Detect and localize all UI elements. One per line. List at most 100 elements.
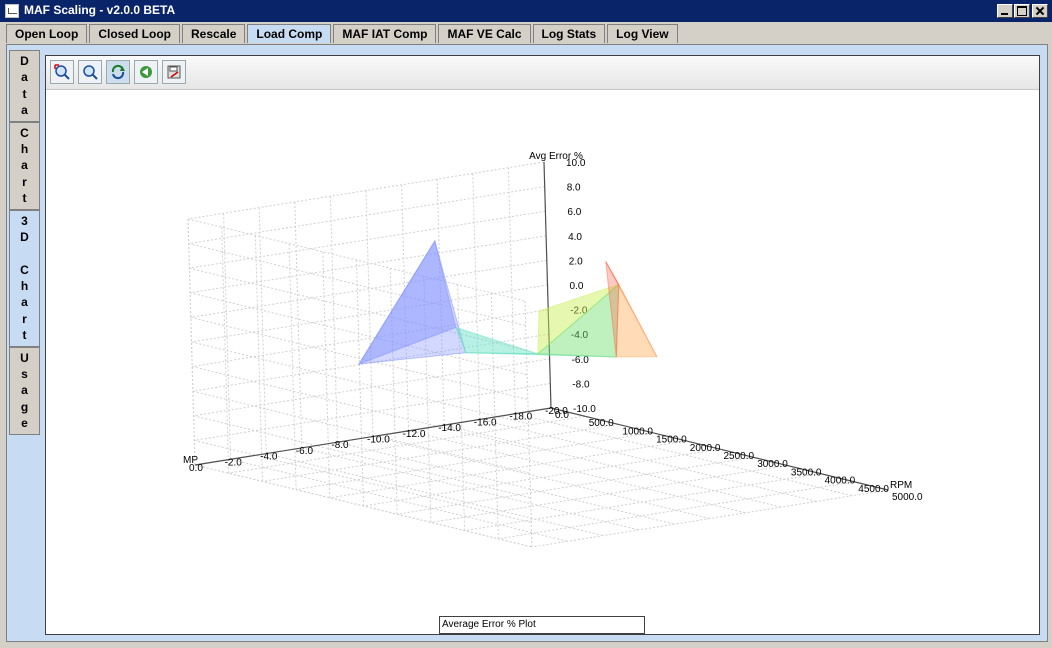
side-wall-gridline (507, 167, 516, 414)
side-wall-gridline (329, 196, 338, 443)
z-tick-label: -8.0 (572, 379, 590, 390)
mp-tick-label: -12.0 (403, 429, 426, 440)
zoom-icon (83, 65, 98, 80)
positive-error-surface (605, 261, 620, 358)
tab-log-view[interactable]: Log View (607, 24, 678, 43)
rpm-tick-label: 2000.0 (690, 443, 721, 454)
back-wall-gridline (356, 259, 364, 507)
rpm-tick-label: 3500.0 (791, 467, 822, 478)
floor-gridline (301, 447, 639, 531)
tab-load-comp[interactable]: Load Comp (247, 24, 332, 43)
z-tick-label: 6.0 (567, 207, 581, 218)
z-tick-label: -10.0 (573, 404, 596, 415)
zoom-fit-button[interactable] (50, 60, 74, 84)
tab-closed-loop[interactable]: Closed Loop (89, 24, 180, 43)
chart-panel: 10.0 8.0 6.0 4.0 2.0 0.0 -2.0 -4.0 -6.0 -8.0 -10.0… (45, 55, 1040, 635)
floor-gridline (230, 458, 568, 542)
back-wall-gridline (457, 284, 466, 531)
3d-chart[interactable]: 10.0 8.0 6.0 4.0 2.0 0.0 -2.0 -4.0 -6.0 -8.0 -10.0… (46, 56, 1039, 634)
side-wall-gridline (223, 213, 232, 460)
back-wall-gridline (189, 292, 528, 376)
back-wall-gridline (189, 267, 527, 351)
mp-tick-label: -18.0 (509, 412, 532, 423)
floor-gridline (498, 481, 855, 540)
title-bar: MAF Scaling - v2.0.0 BETA (0, 0, 1052, 22)
reset-view-button[interactable] (134, 60, 158, 84)
floor-gridline (329, 440, 686, 499)
tab-maf-ve-calc[interactable]: MAF VE Calc (438, 24, 531, 43)
floor-gridline (228, 415, 585, 474)
z-tick-label: -6.0 (572, 355, 590, 366)
side-wall-gridline (401, 184, 410, 431)
rotate-icon (111, 64, 125, 80)
side-wall-gridline (192, 309, 549, 368)
side-wall-gridline (187, 161, 545, 220)
mp-tick-label: -14.0 (438, 423, 461, 434)
back-wall-gridline (322, 251, 331, 498)
back-wall-gridline (187, 218, 526, 302)
floor-gridline (430, 464, 787, 523)
tab-rescale[interactable]: Rescale (182, 24, 246, 43)
rpm-axis-title: RPM (890, 480, 912, 491)
rpm-tick-label: 4000.0 (825, 476, 856, 487)
tab-open-loop[interactable]: Open Loop (6, 24, 88, 43)
maximize-button[interactable] (1014, 4, 1030, 18)
side-wall-gridline (189, 210, 546, 269)
negative-error-surface (358, 239, 467, 365)
floor-gridline (397, 456, 754, 515)
z-tick-label: 10.0 (566, 158, 586, 169)
save-button[interactable] (162, 60, 186, 84)
tab-maf-iat-comp[interactable]: MAF IAT Comp (333, 24, 437, 43)
minimize-button[interactable] (997, 4, 1013, 18)
tab-log-stats[interactable]: Log Stats (532, 24, 606, 43)
close-button[interactable] (1032, 4, 1048, 18)
side-wall-gridline (472, 173, 481, 420)
back-wall-gridline (490, 292, 499, 539)
z-tick-label: 0.0 (570, 281, 584, 292)
save-icon (167, 65, 181, 79)
side-wall-gridline (294, 201, 303, 448)
back-wall-gridline (192, 366, 530, 450)
side-wall-gridline (188, 186, 545, 245)
back-wall-gridline (188, 243, 526, 327)
chart-toolbar (46, 56, 1039, 90)
back-wall-gridline (191, 341, 529, 425)
side-wall-gridline (190, 235, 547, 294)
transition-surface (455, 326, 539, 355)
window-title: MAF Scaling - v2.0.0 BETA (24, 3, 176, 17)
z-tick-label: 2.0 (569, 256, 583, 267)
mp-tick-label: -4.0 (260, 452, 278, 463)
rpm-tick-label: 2500.0 (724, 451, 755, 462)
back-wall-gridline (190, 316, 528, 400)
reset-icon (140, 66, 152, 78)
zoom-fit-icon (54, 64, 70, 80)
mp-axis-line (194, 407, 552, 466)
z-tick-label: 4.0 (568, 232, 582, 243)
rpm-axis-line (550, 407, 889, 491)
side-wall-gridline (258, 207, 267, 454)
zoom-button[interactable] (78, 60, 102, 84)
rpm-tick-label: 1000.0 (622, 426, 653, 437)
z-tick-label: -4.0 (571, 330, 589, 341)
back-wall-gridline (524, 300, 533, 548)
side-wall-gridline (436, 179, 445, 426)
mp-tick-label: -10.0 (367, 435, 390, 446)
side-wall-gridline (191, 284, 548, 343)
side-wall-gridline (187, 218, 196, 466)
rpm-tick-label: 0.0 (555, 410, 569, 421)
back-wall-gridline (423, 276, 432, 523)
mp-tick-label: -16.0 (474, 417, 497, 428)
mp-tick-label: 0.0 (189, 463, 203, 474)
rpm-tick-label: 500.0 (589, 418, 614, 429)
rotate-button[interactable] (106, 60, 130, 84)
z-axis-title: Avg Error % (529, 151, 583, 162)
floor-gridline (337, 441, 675, 525)
back-wall-gridline (221, 227, 230, 474)
